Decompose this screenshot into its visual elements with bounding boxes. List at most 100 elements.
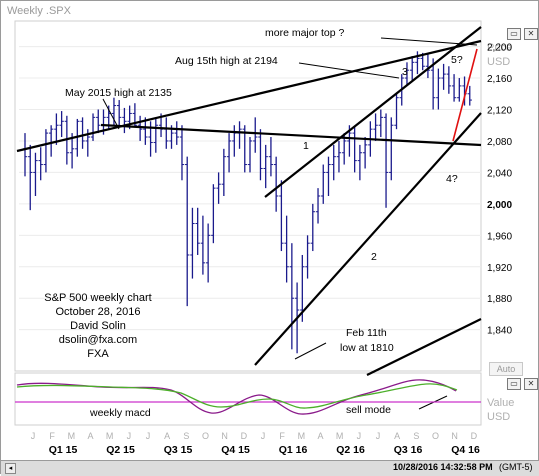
ohlc-bar [179,125,185,181]
month-label: M [68,431,76,441]
info-line-2: October 28, 2016 [55,306,140,318]
ohlc-bar [331,144,336,181]
ohlc-bar [404,62,410,86]
price-tick-label: 1,840 [487,326,512,337]
ohlc-bar [59,111,64,138]
ohlc-bar [221,148,227,196]
ohlc-bar [174,121,179,145]
ohlc-bar [394,93,399,130]
macd-axis-title: Value [487,397,515,409]
price-axis-caption: Price USD [487,41,512,69]
month-label: N [221,431,228,441]
ohlc-bar [226,133,232,173]
ohlc-bar [22,133,28,177]
month-label: J [146,431,151,441]
month-label: D [471,431,478,441]
ohlc-bar [410,56,415,82]
auto-scale-button[interactable]: Auto [489,362,523,376]
price-tick-label: 2,200 [487,43,512,54]
month-label: J [261,431,266,441]
price-tick-label: 2,120 [487,106,512,117]
ohlc-bar [38,147,43,181]
month-label: A [317,431,323,441]
month-label: J [31,431,36,441]
close-icon[interactable]: ✕ [524,28,538,40]
price-tick-label: 1,880 [487,294,512,305]
status-timestamp: 10/28/2016 14:32:58 PM [393,462,493,472]
ohlc-bar [357,144,363,181]
ohlc-bar [90,113,96,141]
ohlc-bar [211,184,216,244]
channel-top-line [264,26,482,198]
close-icon[interactable]: ✕ [524,378,538,390]
ohlc-bar [80,117,85,149]
feb-low-pointer [294,342,327,360]
month-label: F [49,431,55,441]
chart-panel-controls: ▭ ✕ [507,28,538,40]
ohlc-bar [137,115,143,141]
price-axis: 1,840 1,880 1,920 1,960 2,000 2,040 2,080 2,120… [487,43,512,337]
ohlc-bar [425,54,431,79]
month-label: N [451,431,458,441]
ohlc-bar [153,117,159,153]
ohlc-bar [268,137,274,177]
price-chart[interactable]: 1,840 1,880 1,920 1,960 2,000 2,040 2,080 2,120… [1,1,539,461]
quarter-label: Q4 15 [221,444,250,456]
projection-line-wave5 [452,48,478,142]
ohlc-bar [315,188,321,224]
info-line-5: FXA [87,348,109,360]
month-label: A [87,431,93,441]
ohlc-bar [457,78,462,102]
ohlc-bar [279,180,284,252]
month-label: O [202,431,209,441]
wave-label-2: 2 [371,251,377,263]
ohlc-bar [273,156,279,212]
ohlc-bar [205,223,211,283]
price-tick-label: 1,920 [487,263,512,274]
status-menu-icon[interactable]: ◂ [5,463,16,474]
ohlc-bar [33,152,38,196]
ohlc-bar [451,74,457,102]
ohlc-bar [446,66,452,94]
trendlines [16,26,482,410]
maximize-icon[interactable]: ▭ [507,28,521,40]
neckline-trendline [100,123,482,147]
macd-axis-caption: Value USD [487,396,514,424]
ohlc-bar [195,207,200,255]
ohlc-bar [54,113,59,145]
may-high-pointer [102,98,120,130]
ohlc-bar [436,68,441,110]
ohlc-bar [430,58,436,110]
macd-panel-border [14,372,482,426]
info-block: S&P 500 weekly chart October 28, 2016 Da… [44,292,151,360]
annotation-feb-low-1: Feb 11th [346,327,387,339]
price-panel-border [14,20,482,372]
annotation-major-top: more major top ? [265,27,345,39]
ohlc-bar [143,117,148,145]
wave-label-4: 4? [446,173,458,185]
ohlc-bar [352,126,357,173]
maximize-icon[interactable]: ▭ [507,378,521,390]
ohlc-bar [28,144,33,211]
ohlc-bar [389,117,394,181]
major-top-pointer [380,37,478,46]
price-axis-unit: USD [487,56,511,68]
month-label: M [106,431,114,441]
month-label: J [127,431,132,441]
quarter-label: Q2 16 [336,444,365,456]
ohlc-bar [263,144,268,189]
ohlc-bar [237,121,242,149]
ohlc-bar [48,125,54,157]
ohlc-bar [289,243,295,350]
ohlc-bar [362,137,368,169]
ohlc-bar [216,172,221,204]
month-label: M [298,431,306,441]
ohlc-bar [373,113,378,141]
month-label: J [376,431,381,441]
status-timezone: (GMT-5) [499,462,533,472]
month-label: S [183,431,189,441]
ohlc-bar [321,164,326,204]
price-tick-label: 1,960 [487,231,512,242]
ohlc-bar [336,140,342,173]
